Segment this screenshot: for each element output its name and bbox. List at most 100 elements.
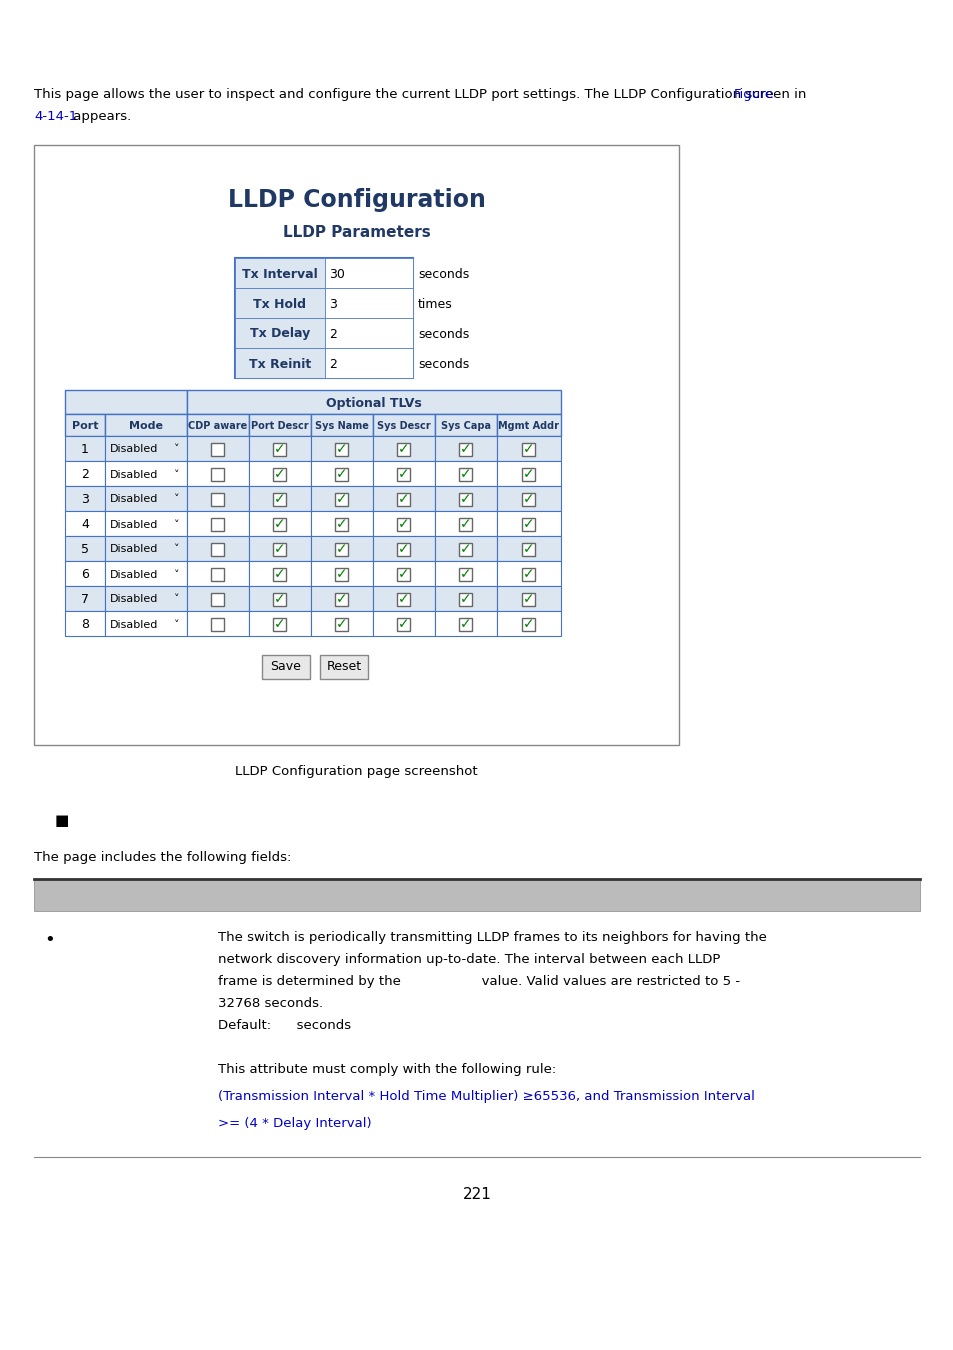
Text: The page includes the following fields:: The page includes the following fields: [34, 850, 291, 864]
Text: Disabled: Disabled [110, 594, 158, 605]
Bar [335, 593, 348, 606]
Text: Sys Capa: Sys Capa [440, 421, 491, 431]
Text: ✓: ✓ [335, 617, 348, 632]
Bar [435, 612, 497, 636]
Text: 6: 6 [81, 568, 89, 580]
Bar [311, 562, 373, 586]
Bar [249, 562, 311, 586]
Bar [65, 536, 105, 562]
Bar [311, 586, 373, 612]
Text: ✓: ✓ [522, 493, 535, 506]
Bar [105, 414, 187, 436]
Text: Sys Name: Sys Name [314, 421, 369, 431]
Bar [274, 443, 286, 456]
Bar [234, 258, 413, 378]
Bar [105, 612, 187, 636]
Text: Disabled: Disabled [110, 544, 158, 555]
Text: Disabled: Disabled [110, 520, 158, 529]
Bar [65, 460, 105, 486]
Bar [373, 460, 435, 486]
Text: ✓: ✓ [335, 543, 348, 556]
Text: Reset: Reset [326, 660, 361, 674]
Text: ˅: ˅ [174, 494, 179, 505]
Text: ✓: ✓ [397, 617, 410, 632]
Bar [497, 460, 560, 486]
Bar [459, 468, 472, 481]
Bar [397, 618, 410, 630]
Bar [435, 512, 497, 536]
Text: ✓: ✓ [397, 493, 410, 506]
Bar [435, 436, 497, 460]
Text: ✓: ✓ [274, 543, 286, 556]
Bar [234, 348, 325, 378]
Text: Mgmt Addr: Mgmt Addr [498, 421, 558, 431]
Text: CDP aware: CDP aware [188, 421, 248, 431]
Text: ✓: ✓ [397, 567, 410, 582]
Bar [325, 288, 413, 319]
Bar [373, 562, 435, 586]
Bar [212, 493, 224, 506]
Bar [234, 288, 325, 319]
Text: Figure: Figure [733, 88, 774, 101]
Bar [249, 612, 311, 636]
Text: Port Descr: Port Descr [251, 421, 309, 431]
Text: 5: 5 [81, 543, 89, 556]
Text: ✓: ✓ [335, 443, 348, 456]
Bar [274, 593, 286, 606]
Bar [335, 568, 348, 580]
Bar [435, 460, 497, 486]
Bar [249, 414, 311, 436]
Text: LLDP Parameters: LLDP Parameters [282, 225, 430, 240]
Bar [187, 562, 249, 586]
Bar [311, 512, 373, 536]
Bar [497, 586, 560, 612]
Text: ˅: ˅ [174, 470, 179, 479]
Bar [65, 612, 105, 636]
Bar [105, 562, 187, 586]
Text: 4: 4 [81, 518, 89, 531]
Bar [435, 536, 497, 562]
Bar [274, 468, 286, 481]
Bar [105, 460, 187, 486]
Text: 4-14-1: 4-14-1 [34, 109, 77, 123]
Text: ✓: ✓ [274, 493, 286, 506]
Text: Tx Hold: Tx Hold [253, 297, 306, 310]
Text: times: times [417, 297, 453, 310]
Text: 2: 2 [81, 468, 89, 481]
Bar [65, 562, 105, 586]
Text: Tx Reinit: Tx Reinit [249, 358, 311, 370]
Bar [522, 468, 535, 481]
Text: ✓: ✓ [522, 567, 535, 582]
Text: ✓: ✓ [397, 467, 410, 482]
Bar [497, 436, 560, 460]
Bar [373, 486, 435, 512]
Text: ✓: ✓ [335, 567, 348, 582]
Bar [373, 612, 435, 636]
Text: Disabled: Disabled [110, 570, 158, 579]
Bar [65, 390, 187, 414]
Text: ✓: ✓ [459, 493, 472, 506]
Text: ˅: ˅ [174, 570, 179, 579]
Text: This attribute must comply with the following rule:: This attribute must comply with the foll… [218, 1062, 556, 1076]
Bar [249, 536, 311, 562]
Bar [435, 486, 497, 512]
Bar [311, 536, 373, 562]
Bar [311, 414, 373, 436]
Bar [459, 443, 472, 456]
Text: 8: 8 [81, 618, 89, 630]
Bar [459, 518, 472, 531]
Text: ✓: ✓ [397, 443, 410, 456]
Bar [497, 486, 560, 512]
Text: Port: Port [71, 421, 98, 431]
Bar [397, 593, 410, 606]
Bar [335, 618, 348, 630]
Bar [522, 543, 535, 556]
Text: ✓: ✓ [274, 617, 286, 632]
Bar [65, 486, 105, 512]
Bar [249, 460, 311, 486]
Text: seconds: seconds [417, 358, 469, 370]
Text: ✓: ✓ [459, 443, 472, 456]
Text: ✓: ✓ [274, 567, 286, 582]
Bar [335, 443, 348, 456]
Bar [311, 612, 373, 636]
